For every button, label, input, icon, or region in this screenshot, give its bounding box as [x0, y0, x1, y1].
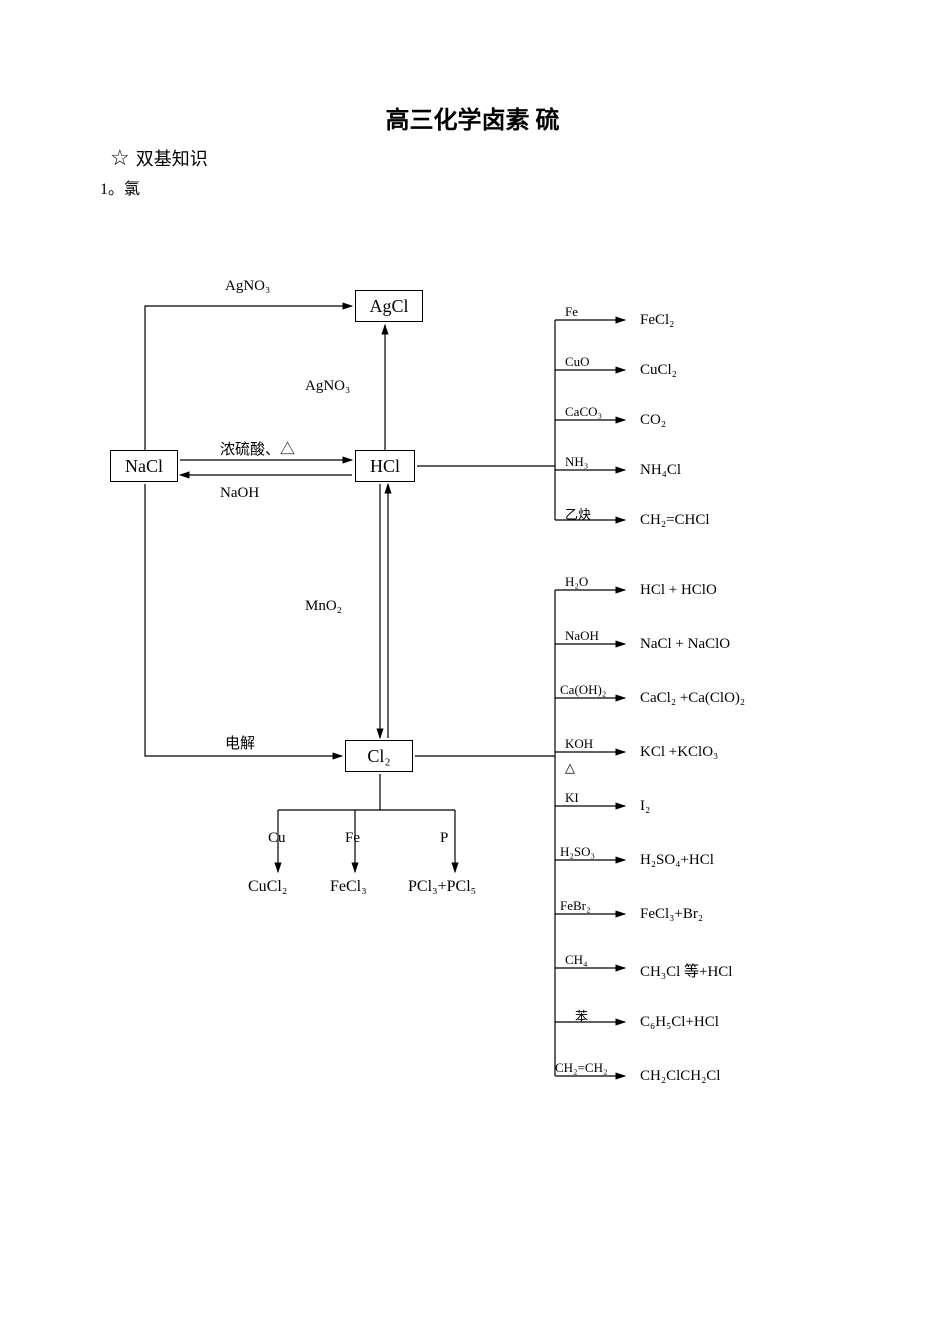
hcl-product-1: CuCl₂ — [640, 362, 677, 379]
node-agcl: AgCl — [355, 290, 423, 322]
cl2-product-6: FeCl₃+Br₂ — [640, 906, 703, 923]
product-pcl: PCl₃+PCl₅ — [408, 878, 476, 896]
edge-label-agno3-2: AgNO₃ — [305, 378, 350, 395]
hcl-reagent-2: CaCO₃ — [565, 404, 602, 420]
cl2-reagent-5: H₂SO₃ — [560, 844, 595, 860]
cl2-product-7: CH₃Cl 等+HCl — [640, 960, 732, 981]
cl2-product-8: C₆H₅Cl+HCl — [640, 1014, 719, 1031]
edge-label-mno2: MnO₂ — [305, 598, 342, 615]
hcl-reagent-4: 乙炔 — [565, 504, 591, 523]
edge-label-agno3-1: AgNO₃ — [225, 278, 270, 295]
hcl-reagent-1: CuO — [565, 354, 590, 370]
edge-label-naoh: NaOH — [220, 485, 259, 502]
section-header: ☆ 双基知识 — [110, 145, 208, 171]
cl2-product-0: HCl + HClO — [640, 582, 717, 599]
cl2-reagent-8: 苯 — [575, 1006, 588, 1025]
hcl-product-2: CO₂ — [640, 412, 666, 429]
page: 高三化学卤素 硫 ☆ 双基知识 1。氯 NaCl AgCl HCl Cl₂ Ag… — [0, 0, 945, 1336]
node-nacl: NaCl — [110, 450, 178, 482]
hcl-reagent-3: NH₃ — [565, 454, 588, 470]
cl2-reagent-3: KOH — [565, 736, 593, 752]
cl2-reagent-4: KI — [565, 790, 579, 806]
hcl-reagent-0: Fe — [565, 304, 578, 320]
cl2-product-2: CaCl₂ +Ca(ClO)₂ — [640, 690, 745, 707]
diagram-svg — [0, 0, 945, 1336]
edge-label-fe: Fe — [345, 830, 360, 847]
star-icon: ☆ — [110, 145, 130, 171]
cl2-product-1: NaCl + NaClO — [640, 636, 730, 653]
cl2-reagent-6: FeBr₂ — [560, 898, 591, 914]
cl2-reagent-2: Ca(OH)₂ — [560, 682, 606, 698]
section-label: 双基知识 — [136, 145, 208, 171]
cl2-reagent-1: NaOH — [565, 628, 599, 644]
edge-label-h2so4: 浓硫酸、△ — [220, 438, 295, 459]
edge-label-cu: Cu — [268, 830, 286, 847]
item-1: 1。氯 — [100, 175, 140, 199]
cl2-product-4: I₂ — [640, 798, 650, 815]
node-cl2: Cl₂ — [345, 740, 413, 772]
edge-label-dianjie: 电解 — [225, 732, 255, 753]
cl2-reagent-3b: △ — [565, 760, 575, 776]
hcl-product-0: FeCl₂ — [640, 312, 674, 329]
page-title: 高三化学卤素 硫 — [0, 100, 945, 135]
cl2-product-5: H₂SO₄+HCl — [640, 852, 714, 869]
node-hcl: HCl — [355, 450, 415, 482]
hcl-product-3: NH₄Cl — [640, 462, 681, 479]
edge-label-p: P — [440, 830, 448, 847]
product-cucl2: CuCl₂ — [248, 878, 287, 896]
cl2-product-9: CH₂ClCH₂Cl — [640, 1068, 720, 1085]
hcl-product-4: CH₂=CHCl — [640, 512, 710, 529]
product-fecl3: FeCl₃ — [330, 878, 367, 896]
cl2-product-3: KCl +KClO₃ — [640, 744, 718, 761]
cl2-reagent-9: CH₂=CH₂ — [555, 1060, 608, 1076]
cl2-reagent-0: H₂O — [565, 574, 588, 590]
cl2-reagent-7: CH₄ — [565, 952, 588, 968]
